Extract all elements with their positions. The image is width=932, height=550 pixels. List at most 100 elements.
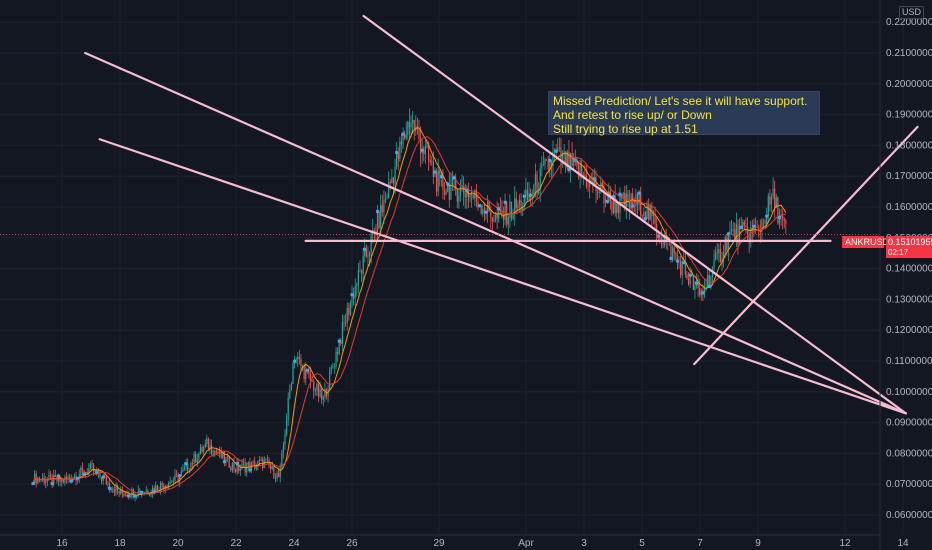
trendline[interactable] <box>84 51 908 415</box>
candle-body <box>163 485 165 489</box>
x-tick-label: 9 <box>755 538 761 549</box>
candle-body <box>456 189 458 202</box>
candle-body <box>418 129 420 139</box>
candle-body <box>649 205 651 220</box>
signal-marker <box>618 192 622 196</box>
candle-body <box>123 493 125 496</box>
candle-body <box>121 489 123 494</box>
signal-marker <box>554 149 558 153</box>
candle-body <box>214 450 216 456</box>
candle-body <box>577 165 580 178</box>
signal-marker <box>76 476 80 480</box>
candle-body <box>421 150 423 154</box>
candle-body <box>507 217 509 225</box>
candle-body <box>482 209 484 214</box>
markers <box>31 132 781 498</box>
signal-marker <box>446 182 450 186</box>
signal-marker <box>669 256 673 260</box>
candle-body <box>329 370 331 390</box>
candle-body <box>89 463 92 469</box>
candle-body <box>539 168 541 191</box>
candle-body <box>405 134 407 139</box>
annotation-note[interactable]: Missed Prediction/ Let's see it will hav… <box>548 91 820 136</box>
candle-body <box>445 191 447 195</box>
signal-marker <box>184 462 188 466</box>
candle-body <box>435 171 438 192</box>
candle-body <box>523 196 525 207</box>
candle-body <box>703 288 706 294</box>
candle-body <box>713 258 715 268</box>
candle-body <box>708 275 710 287</box>
candle-body <box>782 215 784 219</box>
candle-body <box>365 249 367 257</box>
candle-body <box>266 459 269 461</box>
signal-marker <box>503 200 507 204</box>
candle-body <box>376 211 379 235</box>
candle-body <box>183 467 186 470</box>
candle-body <box>427 145 430 160</box>
candle-body <box>370 234 372 253</box>
signal-marker <box>376 209 380 213</box>
candle-body <box>292 363 294 384</box>
candle-body <box>199 446 202 454</box>
signal-marker <box>133 494 137 498</box>
candle-body <box>54 474 56 477</box>
candle-body <box>110 488 112 491</box>
candle-body <box>337 352 339 354</box>
candle-body <box>407 121 409 135</box>
candle-body <box>522 206 524 211</box>
candle-body <box>131 488 133 497</box>
candle-body <box>357 270 359 286</box>
candle-body <box>155 485 157 492</box>
signal-marker <box>765 214 769 218</box>
candle-body <box>571 153 573 166</box>
candle-body <box>115 486 117 493</box>
candle-body <box>592 178 594 187</box>
candle-body <box>533 184 535 195</box>
candle-body <box>748 234 750 243</box>
x-tick-label: 29 <box>433 538 445 549</box>
x-tick-label: 20 <box>172 538 184 549</box>
candle-body <box>175 474 178 476</box>
candle-body <box>167 483 170 488</box>
candle-body <box>400 141 403 145</box>
trendline[interactable] <box>362 14 908 415</box>
candle-body <box>265 459 267 461</box>
candle-body <box>573 158 575 166</box>
candle-body <box>254 461 256 469</box>
candle-body <box>242 463 245 465</box>
candle-body <box>469 193 471 198</box>
candle-body <box>164 485 166 489</box>
candle-body <box>753 226 755 231</box>
candle-body <box>656 223 658 234</box>
candle-body <box>404 134 406 139</box>
signal-marker <box>695 281 699 285</box>
candle-body <box>126 494 128 497</box>
candle-body <box>206 438 208 444</box>
candle-body <box>148 493 151 496</box>
candle-body <box>81 467 84 470</box>
signal-marker <box>401 132 405 136</box>
candle-body <box>622 192 624 198</box>
x-tick-label: 12 <box>839 538 851 549</box>
trendline[interactable] <box>98 138 908 415</box>
candle-body <box>258 460 261 462</box>
candle-body <box>662 240 664 245</box>
candle-body <box>380 205 382 228</box>
candle-body <box>694 285 696 291</box>
candle-body <box>785 220 787 224</box>
candle-body <box>93 464 95 472</box>
candle-body <box>263 460 265 469</box>
candle-body <box>276 473 278 479</box>
candle-body <box>777 197 779 224</box>
signal-marker <box>152 490 156 494</box>
candle-body <box>488 201 490 212</box>
currency-label[interactable]: USD <box>899 6 925 19</box>
candle-body <box>319 389 321 397</box>
candle-body <box>193 454 195 464</box>
signal-marker <box>439 175 443 179</box>
signal-marker <box>82 472 86 476</box>
candle-body <box>195 454 197 463</box>
